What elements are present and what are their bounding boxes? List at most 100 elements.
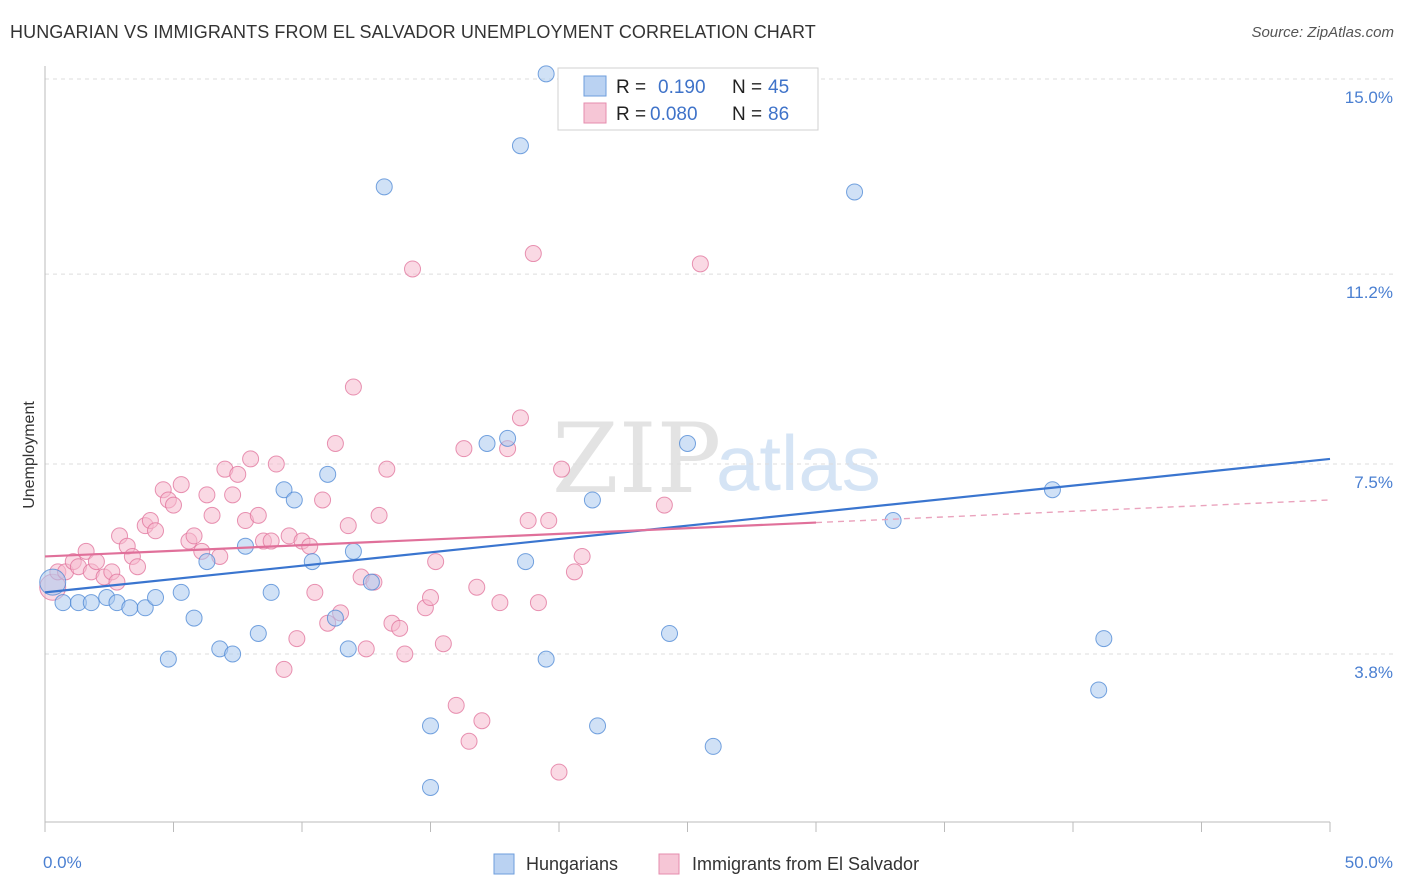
hungarians-point: [275, 481, 293, 499]
hungarians-point: [121, 599, 139, 617]
axes: [44, 66, 1331, 832]
legend-n-label-1: N =: [732, 104, 762, 125]
hungarians-point: [344, 542, 362, 560]
hungarians-point: [537, 650, 555, 668]
hungarians-point: [236, 537, 254, 555]
hungarians-point: [326, 609, 344, 627]
x-tick-label-min: 0.0%: [43, 853, 82, 872]
hungarians-point: [422, 778, 439, 796]
hungarians-point: [39, 568, 67, 596]
immigrants-point: [573, 547, 591, 565]
bottom-legend: Hungarians Immigrants from El Salvador: [493, 853, 919, 875]
legend-r-label-0: R =: [616, 77, 646, 98]
hungarians-point: [511, 137, 529, 155]
watermark-atlas: atlas: [716, 419, 881, 507]
legend-r-value-1: 0.080: [650, 104, 698, 125]
x-tick-labels: 0.0% 50.0%: [43, 853, 1393, 872]
hungarians-point: [499, 429, 517, 447]
bottom-legend-label-hungarians: Hungarians: [526, 854, 618, 874]
hungarians-point: [661, 624, 679, 642]
immigrants-point: [655, 496, 673, 514]
immigrants-point: [391, 619, 409, 637]
immigrants-point: [422, 589, 439, 607]
hungarians-point: [185, 609, 203, 627]
trend-line-hungarians: [44, 457, 1331, 594]
immigrants-point: [524, 245, 542, 263]
legend-n-label-0: N =: [732, 77, 762, 98]
hungarians-point: [319, 465, 337, 483]
immigrants-point: [326, 435, 344, 453]
y-tick-labels: 3.8% 7.5% 11.2% 15.0%: [1345, 88, 1393, 682]
immigrants-point: [460, 732, 478, 750]
legend-swatch-hungarians: [583, 75, 607, 97]
immigrants-point: [378, 460, 396, 478]
immigrants-point: [565, 563, 583, 581]
immigrants-point: [339, 517, 357, 535]
immigrants-point: [396, 645, 414, 663]
hungarians-point: [362, 573, 380, 591]
immigrants-point: [427, 553, 445, 571]
hungarians-point: [54, 594, 72, 612]
immigrants-point: [550, 763, 568, 781]
chart-source: Source: ZipAtlas.com: [1251, 24, 1394, 41]
immigrants-point: [301, 537, 319, 555]
immigrants-point: [344, 378, 362, 396]
legend-r-label-1: R =: [616, 104, 646, 125]
hungarians-point: [1043, 481, 1061, 499]
hungarians-point: [339, 640, 357, 658]
hungarians-point: [704, 737, 722, 755]
watermark-zip: ZIP: [552, 403, 721, 515]
immigrants-point: [540, 512, 558, 530]
trend-line-immigrants: [44, 521, 817, 558]
hungarians-point: [285, 491, 303, 509]
immigrants-point: [691, 255, 709, 273]
immigrants-point: [519, 512, 537, 530]
immigrants-point: [249, 506, 267, 524]
immigrants-point: [370, 506, 388, 524]
immigrants-point: [404, 260, 422, 278]
immigrants-point: [473, 712, 491, 730]
hungarians-point: [249, 624, 267, 642]
immigrants-point: [165, 496, 182, 514]
immigrants-point: [306, 583, 324, 601]
immigrants-point: [529, 594, 547, 612]
hungarians-point: [303, 553, 321, 571]
hungarians-point: [422, 717, 439, 735]
legend-n-value-1: 86: [768, 104, 789, 125]
y-tick-label: 11.2%: [1346, 283, 1393, 302]
hungarians-point: [375, 178, 393, 196]
hungarians-point: [172, 583, 190, 601]
immigrants-point: [314, 491, 332, 509]
immigrants-point: [129, 558, 147, 576]
immigrants-point: [242, 450, 260, 468]
y-tick-label: 3.8%: [1354, 663, 1393, 682]
immigrants-point: [203, 506, 221, 524]
hungarians-point: [679, 435, 696, 453]
hungarians-point: [583, 491, 601, 509]
legend-n-value-0: 45: [768, 77, 789, 98]
hungarians-point: [224, 645, 242, 663]
hungarians-point: [82, 594, 100, 612]
hungarians-point: [136, 599, 154, 617]
x-tick-label-max: 50.0%: [1345, 853, 1393, 872]
immigrants-point: [87, 553, 105, 571]
immigrants-point: [468, 578, 486, 596]
chart-title: HUNGARIAN VS IMMIGRANTS FROM EL SALVADOR…: [10, 22, 816, 42]
immigrants-point: [447, 696, 465, 714]
hungarians-point: [589, 717, 607, 735]
hungarians-point: [478, 435, 496, 453]
trend-line-immigrants-extension: [815, 499, 1331, 524]
hungarians-point: [262, 583, 280, 601]
immigrants-point: [172, 476, 190, 494]
hungarians-point: [537, 65, 555, 83]
immigrants-point: [434, 635, 452, 653]
hungarians-point: [198, 553, 216, 571]
immigrants-point: [455, 440, 473, 458]
hungarians-point: [1090, 681, 1108, 699]
immigrants-point: [224, 486, 242, 504]
bottom-legend-swatch-immigrants: [658, 853, 680, 875]
immigrants-point: [288, 630, 306, 648]
hungarians-point: [1095, 630, 1113, 648]
immigrants-point: [553, 460, 571, 478]
